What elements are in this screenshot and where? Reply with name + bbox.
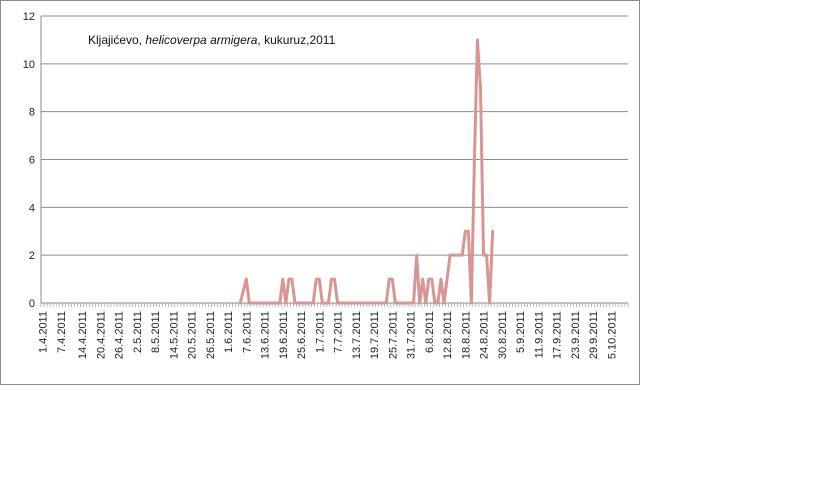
y-tick-label: 12 <box>23 11 35 23</box>
x-tick-label: 7.4.2011 <box>56 311 68 353</box>
series-line <box>238 38 495 305</box>
x-tick-label: 19.6.2011 <box>278 311 290 359</box>
x-tick-label: 2.5.2011 <box>132 311 144 353</box>
gridlines <box>41 15 628 256</box>
y-tick-label: 6 <box>29 155 35 167</box>
x-tick-label: 13.7.2011 <box>351 311 363 359</box>
x-tick-label: 7.6.2011 <box>241 311 253 353</box>
x-tick-label: 25.7.2011 <box>387 311 399 359</box>
x-tick-label: 26.4.2011 <box>114 311 126 359</box>
x-tick-label: 19.7.2011 <box>369 311 381 359</box>
x-tick-label: 6.8.2011 <box>424 311 436 353</box>
y-tick-label: 10 <box>23 59 35 71</box>
axes <box>40 16 629 307</box>
x-tick-label: 25.6.2011 <box>296 311 308 359</box>
x-tick-label: 30.8.2011 <box>497 311 509 359</box>
x-tick-label: 5.10.2011 <box>606 311 618 359</box>
x-tick-label: 1.7.2011 <box>314 311 326 353</box>
x-tick-label: 12.8.2011 <box>442 311 454 359</box>
x-tick-label: 7.7.2011 <box>333 311 345 353</box>
x-tick-label: 26.5.2011 <box>205 311 217 359</box>
title-suffix: , kukuruz,2011 <box>257 33 335 47</box>
x-tick-label: 8.5.2011 <box>150 311 162 353</box>
x-tick-label: 23.9.2011 <box>570 311 582 359</box>
x-tick-label: 20.4.2011 <box>95 311 107 359</box>
series <box>238 38 495 305</box>
x-tick-label: 14.4.2011 <box>77 311 89 359</box>
x-tick-label: 17.9.2011 <box>552 311 564 359</box>
x-tick-label: 11.9.2011 <box>533 311 545 358</box>
x-tick-label: 13.6.2011 <box>260 311 272 359</box>
y-tick-label: 8 <box>29 107 35 119</box>
x-tick-label: 1.4.2011 <box>38 311 50 353</box>
x-tick-label: 24.8.2011 <box>479 311 491 359</box>
x-tick-label: 14.5.2011 <box>168 311 180 359</box>
y-tick-label: 4 <box>29 202 35 214</box>
x-tick-label: 20.5.2011 <box>187 311 199 359</box>
x-tick-label: 31.7.2011 <box>406 311 418 359</box>
title-italic: helicoverpa armigera <box>145 33 257 47</box>
title-prefix: Kljajićevo, <box>88 33 145 47</box>
x-tick-label: 18.8.2011 <box>460 311 472 359</box>
chart-title: Kljajićevo, helicoverpa armigera, kukuru… <box>88 33 336 47</box>
y-tick-labels: 0 2 4 6 8 10 12 <box>23 11 35 310</box>
x-tick-labels: 1.4.2011 7.4.2011 14.4.2011 20.4.2011 26.4.2… <box>38 311 619 359</box>
y-tick-label: 2 <box>29 250 35 262</box>
y-tick-label: 0 <box>29 298 35 310</box>
x-tick-label: 5.9.2011 <box>515 311 527 353</box>
x-tick-label: 1.6.2011 <box>223 311 235 353</box>
x-tick-label: 29.9.2011 <box>588 311 600 359</box>
